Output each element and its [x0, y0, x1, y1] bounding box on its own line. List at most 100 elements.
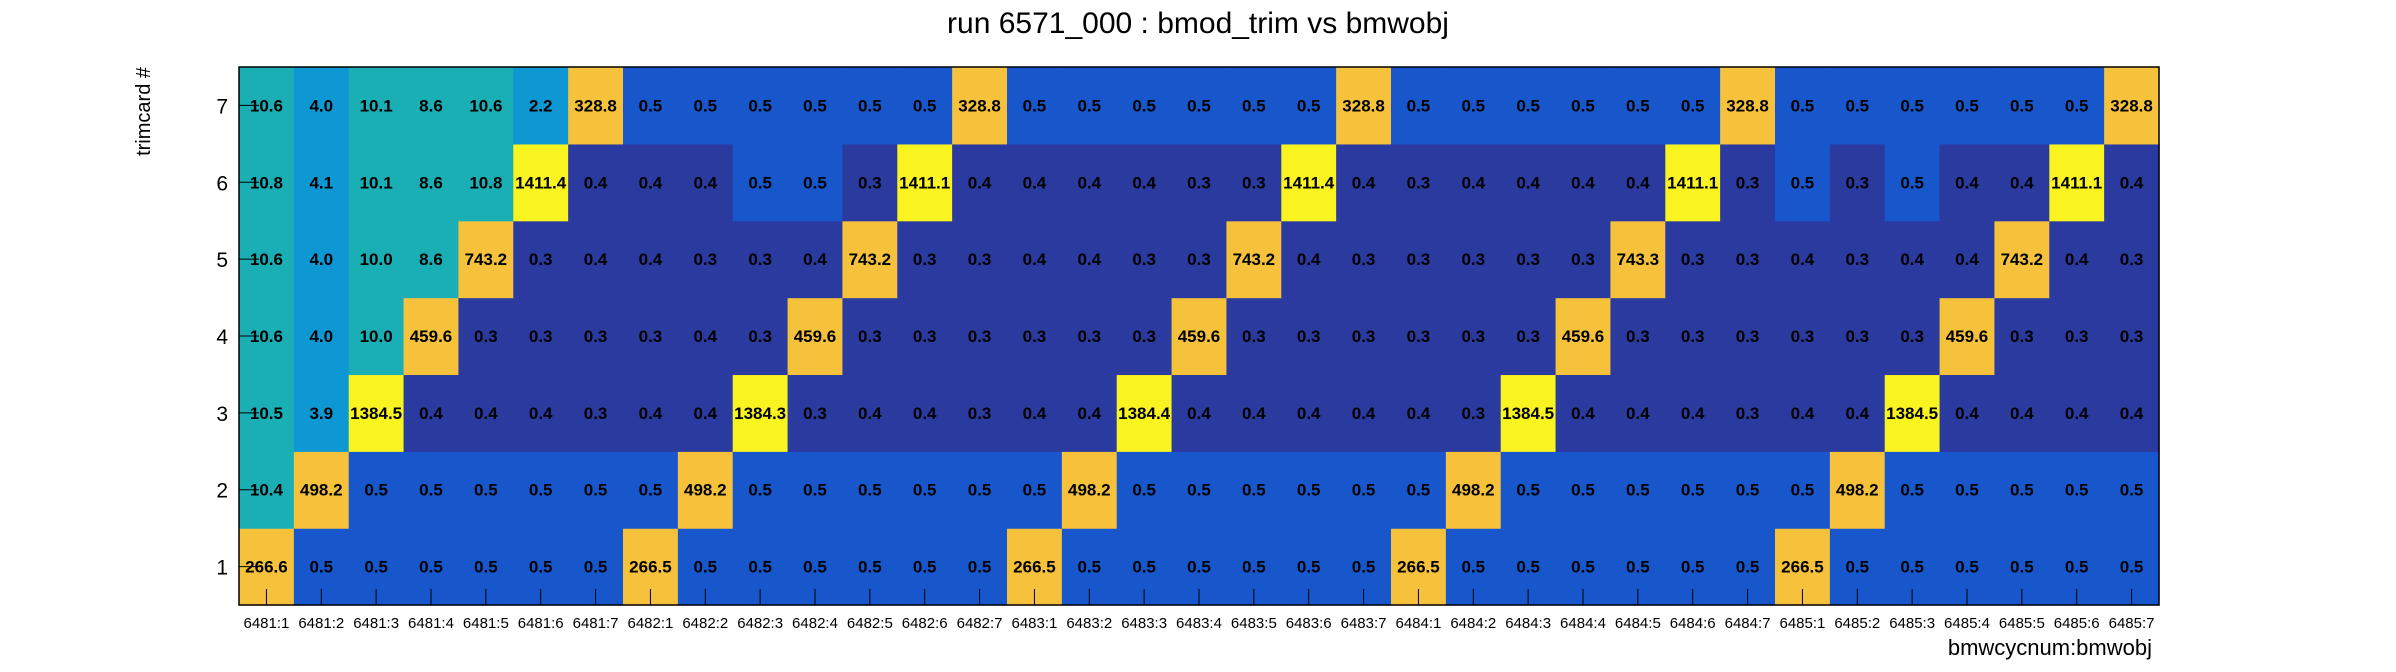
heatmap-cell [293, 220, 350, 299]
cell-value-label: 0.3 [1242, 327, 1266, 346]
y-tick-label: 1 [216, 557, 228, 580]
cell-value-label: 0.5 [803, 96, 827, 115]
heatmap-cell [293, 374, 350, 452]
cell-value-label: 0.5 [309, 558, 333, 577]
cell-value-label: 0.5 [1626, 96, 1650, 115]
cell-value-label: 328.8 [958, 96, 1001, 115]
cell-value-label: 0.5 [474, 558, 498, 577]
cell-value-label: 10.1 [360, 173, 393, 192]
cell-value-label: 0.4 [1297, 250, 1321, 269]
y-tick-label: 7 [216, 95, 228, 118]
cell-value-label: 0.3 [1626, 327, 1650, 346]
heatmap-cell [1226, 67, 1282, 145]
heatmap-cell [458, 143, 514, 222]
heatmap-cell [1610, 143, 1666, 222]
heatmap-cell [897, 67, 953, 145]
heatmap-cell [1720, 451, 1776, 529]
cell-value-label: 0.4 [1955, 404, 1979, 423]
heatmap-cell [952, 220, 1008, 299]
cell-value-label: 0.5 [1297, 558, 1321, 577]
cell-value-label: 0.5 [1297, 96, 1321, 115]
cell-value-label: 0.3 [1132, 327, 1156, 346]
heatmap-cell [1445, 451, 1502, 529]
cell-value-label: 10.6 [250, 327, 283, 346]
cell-value-label: 266.5 [1781, 558, 1824, 577]
heatmap-cell [1555, 451, 1612, 529]
cell-value-label: 1411.1 [2051, 173, 2102, 192]
cell-value-label: 0.5 [1681, 96, 1705, 115]
heatmap-cell [1281, 220, 1337, 299]
cell-value-label: 0.4 [1571, 404, 1595, 423]
heatmap-cell [458, 67, 514, 145]
cell-value-label: 8.6 [419, 173, 443, 192]
cell-value-label: 0.5 [1077, 96, 1101, 115]
heatmap-cell [1116, 143, 1173, 222]
heatmap-cell [1994, 143, 2050, 222]
cell-value-label: 0.3 [1845, 250, 1869, 269]
cell-value-label: 498.2 [1836, 481, 1879, 500]
cell-value-label: 743.2 [1233, 250, 1276, 269]
heatmap-cell [1555, 220, 1612, 299]
cell-value-label: 0.4 [1626, 173, 1650, 192]
x-tick-label: 6482:4 [792, 615, 838, 632]
heatmap-cell [1829, 374, 1886, 452]
cell-value-label: 0.5 [1242, 558, 1266, 577]
heatmap-cell [787, 297, 844, 376]
cell-value-label: 0.5 [2120, 481, 2144, 500]
cell-value-label: 1384.5 [350, 404, 402, 423]
cell-value-label: 0.4 [2120, 404, 2144, 423]
heatmap-cell [1610, 297, 1666, 376]
cell-value-label: 0.4 [1242, 404, 1266, 423]
cell-value-label: 0.3 [1736, 404, 1760, 423]
heatmap-cell [2049, 451, 2105, 529]
heatmap-cell [1720, 143, 1776, 222]
cell-value-label: 0.4 [1407, 404, 1431, 423]
cell-value-label: 266.5 [1013, 558, 1056, 577]
cell-value-label: 0.5 [1516, 481, 1540, 500]
cell-value-label: 0.4 [1845, 404, 1869, 423]
heatmap-cell [1061, 143, 1118, 222]
cell-value-label: 743.2 [2001, 250, 2044, 269]
x-tick-label: 6481:5 [463, 615, 509, 632]
cell-value-label: 0.4 [639, 404, 663, 423]
cell-value-label: 0.3 [803, 404, 827, 423]
heatmap-cell [732, 67, 789, 145]
heatmap-cell [787, 374, 844, 452]
heatmap-cell [513, 374, 569, 452]
cell-value-label: 1411.4 [1283, 173, 1335, 192]
heatmap-cell [403, 220, 460, 299]
cell-value-label: 0.5 [1626, 481, 1650, 500]
cell-value-label: 0.5 [1187, 96, 1211, 115]
y-tick-label: 5 [216, 249, 228, 272]
heatmap-cell [1007, 67, 1063, 145]
heatmap-cell [1007, 374, 1063, 452]
cell-value-label: 0.4 [1791, 250, 1815, 269]
cell-value-label: 0.5 [1023, 96, 1047, 115]
cell-value-label: 328.8 [2110, 96, 2153, 115]
cell-value-label: 0.5 [858, 96, 882, 115]
cell-value-label: 0.4 [1681, 404, 1705, 423]
cell-value-label: 0.3 [858, 173, 882, 192]
cell-value-label: 10.6 [250, 250, 283, 269]
cell-value-label: 0.5 [1845, 96, 1869, 115]
cell-value-label: 0.5 [1791, 481, 1815, 500]
x-axis-label: bmwcycnum:bmwobj [1948, 635, 2152, 660]
cell-value-label: 459.6 [794, 327, 837, 346]
heatmap-cell [1500, 67, 1557, 145]
cell-value-label: 743.3 [1617, 250, 1660, 269]
cell-value-label: 459.6 [1562, 327, 1605, 346]
cell-value-label: 328.8 [574, 96, 617, 115]
x-tick-label: 6482:2 [682, 615, 728, 632]
cell-value-label: 0.4 [858, 404, 882, 423]
heatmap-cell [1939, 220, 1996, 299]
cell-value-label: 0.3 [1516, 250, 1540, 269]
x-tick-label: 6483:4 [1176, 615, 1222, 632]
heatmap-cell [2049, 143, 2105, 222]
cell-value-label: 0.5 [639, 481, 663, 500]
heatmap-cell [1829, 297, 1886, 376]
heatmap-cell [2104, 374, 2160, 452]
cell-value-label: 0.3 [1242, 173, 1266, 192]
x-tick-label: 6482:7 [957, 615, 1003, 632]
heatmap-cell [1665, 220, 1721, 299]
heatmap-cell [1171, 451, 1228, 529]
